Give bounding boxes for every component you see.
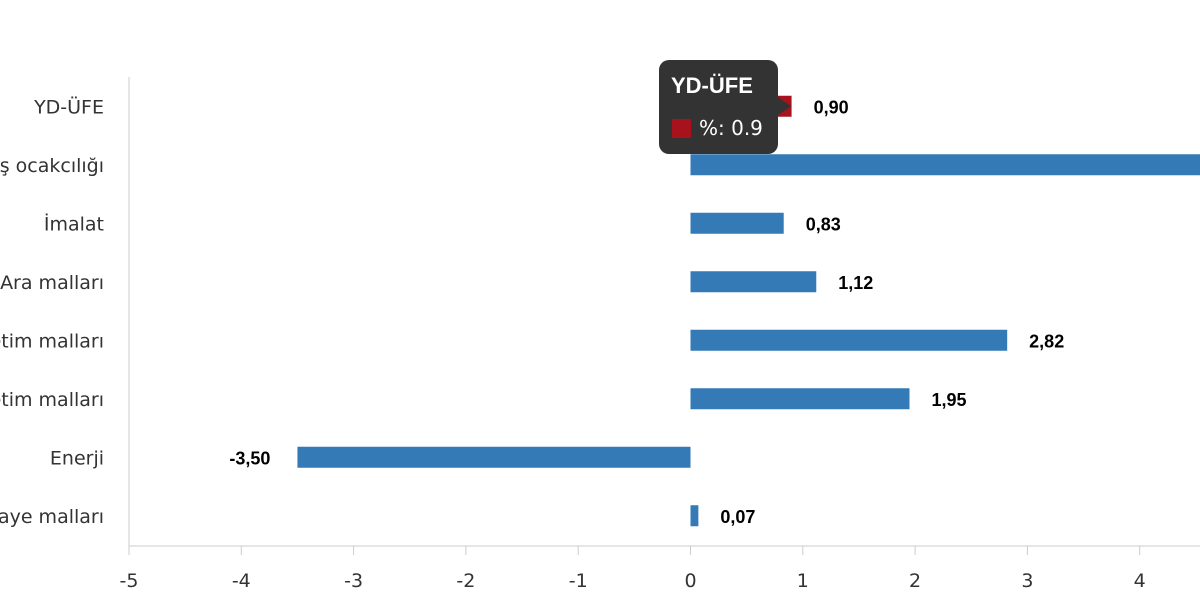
category-label: İmalat	[44, 212, 104, 235]
x-tick-label: -3	[344, 570, 363, 592]
bar[interactable]	[690, 329, 1008, 351]
category-label: Dayanıksız tüketim malları	[0, 389, 104, 411]
bars-layer	[297, 95, 1200, 527]
x-tick-label: 4	[1134, 570, 1146, 592]
data-label: 0,90	[814, 97, 849, 117]
x-tick-label: 1	[797, 570, 809, 592]
category-label: Ara malları	[0, 272, 104, 294]
category-label: Enerji	[50, 447, 104, 469]
axis-layer: -5 -4 -3 -2 -1 0 1 2 3 4	[120, 77, 1200, 592]
x-tick-label: 3	[1021, 570, 1033, 592]
bar[interactable]	[690, 154, 1200, 176]
bar[interactable]	[690, 388, 910, 410]
x-tick-label: -5	[120, 570, 139, 592]
bar[interactable]	[690, 212, 784, 234]
x-tick-label: 2	[909, 570, 921, 592]
category-label: Madencilik ve taş ocakcılığı	[0, 155, 104, 177]
labels-layer: YD-ÜFE 0,90 Madencilik ve taş ocakcılığı İm…	[0, 95, 1064, 528]
category-label: Dayanıklı tüketim malları	[0, 330, 104, 352]
data-label: 0,07	[720, 507, 755, 527]
data-label: 1,95	[931, 390, 966, 410]
tooltip-pointer	[778, 97, 791, 116]
x-tick-label: -4	[232, 570, 251, 592]
x-tick-label: 0	[684, 570, 696, 592]
tooltip-title: YD-ÜFE	[671, 73, 753, 98]
category-label: YD-ÜFE	[33, 95, 104, 118]
x-tick-label: -2	[456, 570, 475, 592]
bar[interactable]	[690, 505, 699, 527]
data-label: -3,50	[229, 448, 270, 468]
category-label: Sermaye malları	[0, 506, 104, 528]
data-label: 1,12	[838, 273, 873, 293]
bar[interactable]	[690, 271, 817, 293]
x-tick-label: -1	[569, 570, 588, 592]
tooltip: YD-ÜFE %: 0.9	[659, 60, 791, 154]
bar[interactable]	[297, 446, 691, 468]
tooltip-series-swatch	[672, 119, 691, 138]
data-label: 0,83	[806, 214, 841, 234]
data-label: 2,82	[1029, 331, 1064, 351]
tooltip-value: %: 0.9	[699, 116, 763, 140]
